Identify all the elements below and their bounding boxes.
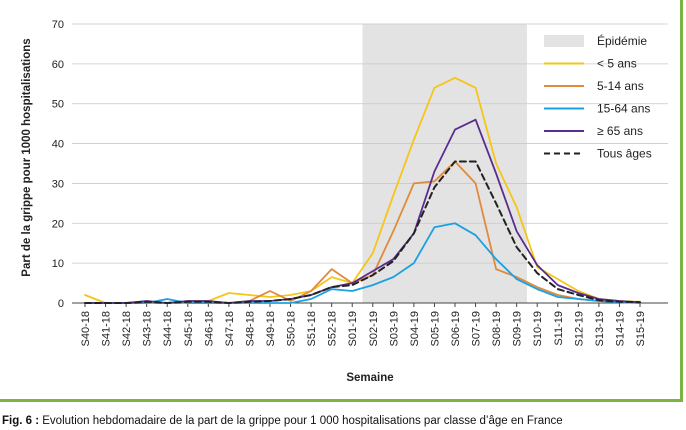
x-tick-label: S51-18 — [306, 311, 318, 346]
series-line-4 — [84, 160, 641, 304]
x-tick-label: S41-18 — [101, 311, 113, 346]
x-tick-label: S14-19 — [614, 311, 626, 346]
x-tick-label: S07-19 — [471, 311, 483, 346]
legend-label-epidemic: Épidémie — [597, 33, 647, 48]
y-tick-label: 40 — [52, 139, 64, 151]
x-tick-label: S04-19 — [409, 311, 421, 346]
y-tick-label: 0 — [58, 298, 64, 310]
y-tick-label: 20 — [52, 218, 64, 230]
y-axis-title: Part de la grippe pour 1000 hospitalisat… — [21, 38, 33, 276]
x-tick-label: S03-19 — [388, 311, 400, 346]
legend-label-0: < 5 ans — [597, 57, 637, 71]
legend-label-2: 15-64 ans — [597, 102, 650, 116]
x-tick-label: S01-19 — [347, 311, 359, 346]
y-tick-label: 50 — [52, 99, 64, 111]
legend-label-1: 5-14 ans — [597, 79, 644, 93]
epidemic-period-band — [362, 24, 527, 303]
caption-text: Évolution hebdomadaire de la part de la … — [39, 415, 563, 427]
legend-label-3: ≥ 65 ans — [597, 124, 643, 138]
x-tick-label: S11-19 — [553, 311, 565, 346]
x-tick-label: S46-18 — [203, 311, 215, 346]
x-tick-label: S40-18 — [80, 311, 92, 346]
x-tick-label: S44-18 — [162, 311, 174, 346]
x-tick-label: S12-19 — [573, 311, 585, 346]
x-tick-label: S09-19 — [512, 311, 524, 346]
chart-frame — [0, 0, 683, 402]
x-tick-label: S47-18 — [224, 311, 236, 346]
x-tick-label: S49-18 — [265, 311, 277, 346]
series-line-2 — [84, 222, 641, 304]
x-tick-label: S43-18 — [142, 311, 154, 346]
x-tick-label: S50-18 — [286, 311, 298, 346]
figure-caption: Fig. 6 : Évolution hebdomadaire de la pa… — [2, 415, 686, 427]
x-tick-label: S06-19 — [450, 311, 462, 346]
x-tick-label: S05-19 — [429, 311, 441, 346]
x-tick-label: S15-19 — [635, 311, 647, 346]
legend-label-4: Tous âges — [597, 147, 652, 161]
line-chart: 0 10 20 30 40 50 60 70 S40-18 S41-18 S42-18 S43-18 S… — [21, 19, 668, 384]
x-tick-label: S02-19 — [368, 311, 380, 346]
x-tick-label: S42-18 — [121, 311, 133, 346]
y-tick-label: 60 — [52, 59, 64, 71]
y-tick-label: 30 — [52, 178, 64, 190]
x-tick-label: S45-18 — [183, 311, 195, 346]
legend-swatch-epidemic — [544, 35, 584, 47]
x-tick-label: S08-19 — [491, 311, 503, 346]
y-tick-label: 70 — [52, 19, 64, 31]
caption-label: Fig. 6 : — [2, 415, 40, 427]
x-tick-label: S13-19 — [594, 311, 606, 346]
x-tick-label: S10-19 — [532, 311, 544, 346]
x-tick-label: S48-18 — [244, 311, 256, 346]
y-tick-label: 10 — [52, 258, 64, 270]
x-axis-title: Semaine — [346, 372, 393, 384]
x-tick-label: S52-18 — [327, 311, 339, 346]
